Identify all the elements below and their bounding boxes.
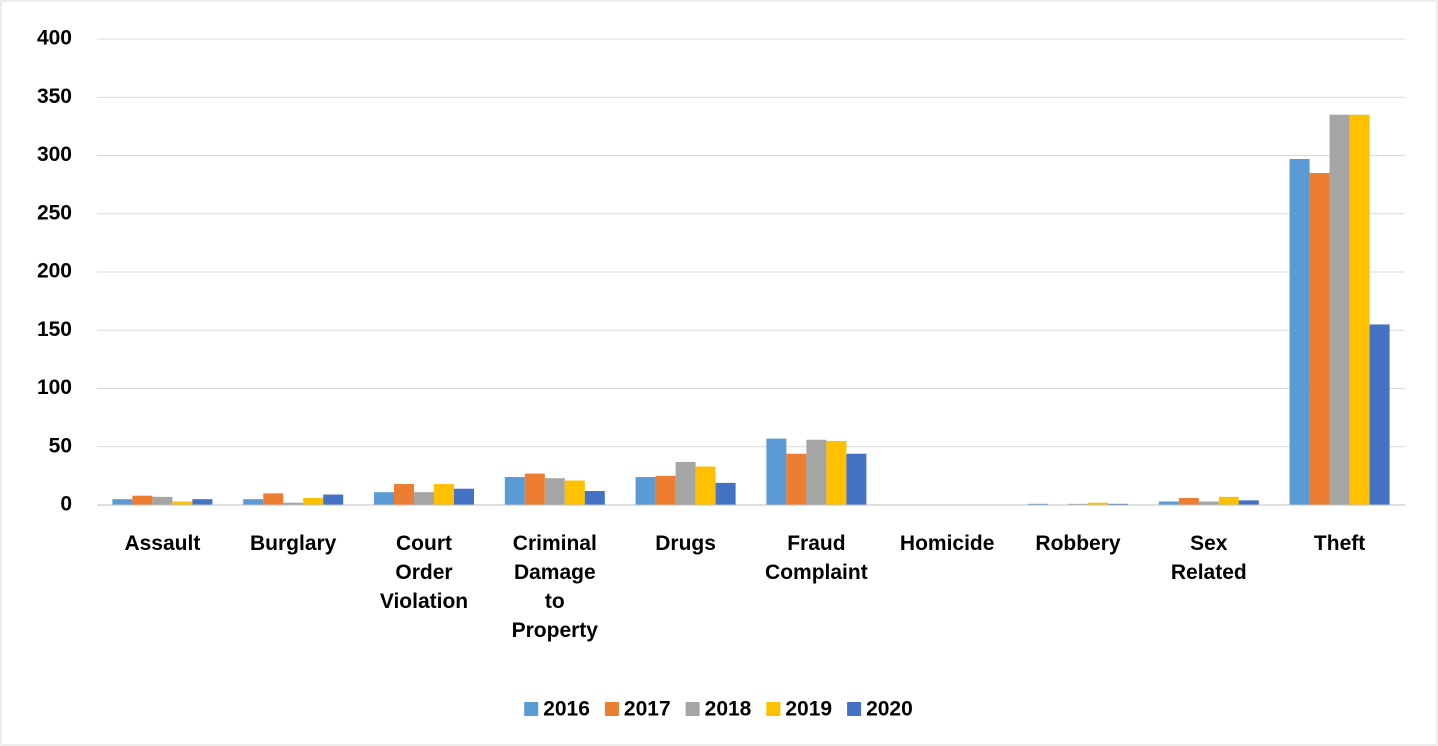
bar — [564, 480, 585, 505]
bar — [374, 492, 394, 505]
bar — [846, 453, 867, 505]
x-tick-label: Homicide — [899, 532, 995, 555]
bar — [172, 501, 193, 505]
bar — [524, 473, 545, 505]
bar — [504, 477, 525, 505]
bar — [394, 484, 414, 505]
x-tick-label: Burglary — [250, 532, 337, 555]
y-tick-label: 300 — [37, 143, 72, 166]
legend-swatch — [604, 702, 619, 716]
y-tick-label: 400 — [37, 27, 72, 50]
y-tick-label: 0 — [60, 493, 72, 516]
bar — [1238, 500, 1259, 505]
bar — [1108, 503, 1128, 505]
bar — [584, 491, 605, 505]
legend-label: 2016 — [543, 698, 590, 721]
bar — [1158, 501, 1179, 505]
bar — [675, 461, 696, 505]
bar — [414, 492, 434, 505]
x-tick-label: Sex Related — [1170, 532, 1247, 584]
bar — [1329, 114, 1350, 505]
y-tick-label: 250 — [37, 201, 72, 224]
y-tick-label: 50 — [49, 434, 72, 457]
y-tick-label: 150 — [37, 318, 72, 341]
bar — [1289, 158, 1310, 505]
legend-swatch — [766, 702, 781, 716]
bar — [544, 478, 565, 505]
bar — [1068, 503, 1088, 505]
bar — [806, 439, 827, 505]
bar — [655, 475, 676, 505]
bar — [695, 466, 716, 505]
bar — [112, 499, 133, 505]
legend-label: 2017 — [624, 698, 671, 721]
y-tick-label: 200 — [37, 260, 72, 283]
legend-label: 2018 — [705, 698, 752, 721]
legend-swatch — [685, 702, 700, 716]
x-tick-label: Fraud Complaint — [765, 532, 868, 584]
bar — [434, 484, 454, 505]
bar — [454, 488, 474, 505]
y-tick-label: 350 — [37, 85, 72, 108]
bar — [192, 499, 213, 505]
bar — [263, 493, 284, 505]
x-tick-label: Court Order Violation — [379, 532, 469, 613]
bar — [283, 502, 304, 505]
x-tick-label: Theft — [1313, 532, 1366, 555]
bar — [1369, 324, 1390, 505]
legend-swatch — [847, 702, 862, 716]
bar — [826, 440, 847, 505]
bar — [1178, 498, 1199, 505]
x-tick-label: Assault — [124, 532, 201, 555]
bar — [766, 438, 787, 505]
bar — [1309, 172, 1330, 505]
bar — [1088, 502, 1108, 505]
bar — [1349, 114, 1370, 505]
x-tick-label: Robbery — [1035, 532, 1121, 555]
bar — [152, 496, 173, 505]
bar — [323, 494, 344, 505]
legend-swatch — [524, 702, 539, 716]
bar — [1028, 503, 1048, 505]
legend-label: 2019 — [785, 698, 832, 721]
x-tick-label: Drugs — [655, 532, 716, 555]
bar — [1198, 501, 1219, 505]
x-tick-label: Criminal Damage to Property — [511, 532, 598, 642]
legend-label: 2020 — [866, 698, 913, 721]
bar — [1218, 496, 1239, 505]
bar — [303, 498, 324, 505]
bar — [715, 482, 736, 505]
bar — [786, 453, 807, 505]
bar — [243, 499, 264, 505]
y-tick-label: 100 — [37, 376, 72, 399]
bar — [132, 495, 153, 505]
bar — [635, 477, 656, 505]
